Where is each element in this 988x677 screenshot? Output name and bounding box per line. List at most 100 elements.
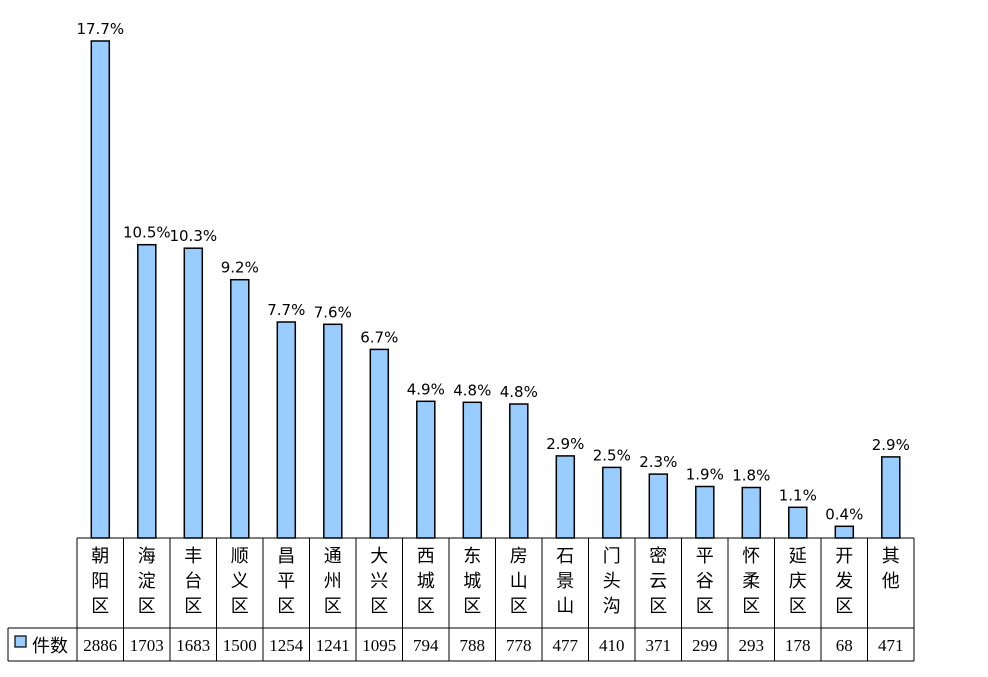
bar-15	[741, 486, 762, 539]
category-label-6-part-3: 区	[324, 596, 342, 617]
category-label-2-part-3: 区	[138, 596, 156, 617]
legend: 件数	[14, 635, 68, 657]
category-label-17-part-2: 发	[835, 571, 853, 592]
value-cell-1: 2886	[83, 636, 117, 655]
category-label-18: 其	[882, 546, 900, 567]
bar-10	[509, 403, 529, 539]
data-table: 朝阳区2886海淀区1703丰台区1683顺义区1500昌平区1254通州区12…	[7, 537, 915, 662]
category-label-1-part-2: 阳	[91, 571, 109, 592]
category-label-15-part-3: 区	[742, 596, 760, 617]
value-cell-13: 371	[646, 636, 672, 655]
percent-label-10: 4.8%	[500, 383, 538, 401]
percent-label-11: 2.9%	[546, 435, 584, 453]
bar-14	[695, 485, 715, 539]
bar-6	[323, 323, 343, 539]
bars-group	[90, 40, 901, 539]
category-label-12-part-3: 沟	[603, 596, 621, 617]
category-label-18-part-2: 他	[882, 571, 900, 592]
value-cell-14: 299	[692, 636, 718, 655]
percent-labels-group: 17.7% 10.5%10.3%9.2% 7.7% 7.6% 6.7% 4.9% 4.8% 4…	[76, 20, 909, 523]
bar-2	[137, 243, 157, 539]
category-label-17-part-3: 区	[835, 596, 853, 617]
bar-7	[369, 348, 390, 539]
category-label-11: 石	[556, 546, 574, 567]
percent-label-3: 10.3%	[169, 227, 217, 245]
category-label-10-part-2: 山	[510, 571, 528, 592]
bar-16	[788, 506, 808, 539]
category-label-15: 怀	[742, 546, 760, 567]
category-label-7: 大	[370, 546, 388, 567]
category-label-12: 门	[603, 546, 621, 567]
category-label-16-part-2: 庆	[789, 571, 807, 592]
category-label-14-part-3: 区	[696, 596, 714, 617]
category-label-9-part-3: 区	[463, 596, 481, 617]
value-cell-10: 778	[506, 636, 532, 655]
category-label-17: 开	[835, 546, 853, 567]
category-label-1-part-3: 区	[91, 596, 109, 617]
category-label-3-part-3: 区	[184, 596, 202, 617]
bar-17	[834, 525, 855, 539]
value-cell-6: 1241	[316, 636, 350, 655]
percent-label-9: 4.8%	[453, 381, 491, 399]
category-label-12-part-2: 头	[603, 571, 621, 592]
bar-12	[602, 466, 622, 539]
bar-8	[416, 400, 436, 539]
percent-label-17: 0.4%	[825, 505, 863, 523]
value-cell-2: 1703	[130, 636, 164, 655]
bar-13	[648, 473, 669, 539]
category-label-13-part-3: 区	[649, 596, 667, 617]
percent-label-7: 6.7%	[360, 328, 398, 346]
value-cell-17: 68	[836, 636, 853, 655]
percent-label-2: 10.5%	[123, 224, 171, 242]
category-label-5-part-2: 平	[277, 571, 295, 592]
category-label-14: 平	[696, 546, 714, 567]
percent-label-16: 1.1%	[779, 486, 817, 504]
value-cell-11: 477	[553, 636, 579, 655]
category-label-3-part-2: 台	[184, 571, 202, 592]
percent-label-18: 2.9%	[872, 436, 910, 454]
bar-11	[555, 455, 576, 539]
value-cell-16: 178	[785, 636, 811, 655]
value-cell-3: 1683	[176, 636, 210, 655]
category-label-10: 房	[510, 546, 528, 567]
bar-4	[230, 278, 250, 539]
category-label-3: 丰	[184, 546, 202, 567]
category-label-5: 昌	[277, 546, 295, 567]
category-label-4: 顺	[231, 546, 249, 567]
percent-label-6: 7.6%	[314, 303, 352, 321]
category-label-10-part-3: 区	[510, 596, 528, 617]
category-label-6: 通	[324, 546, 342, 567]
percent-label-8: 4.9%	[407, 380, 445, 398]
category-label-2: 海	[138, 546, 156, 567]
category-label-1: 朝	[91, 546, 109, 567]
category-label-15-part-2: 柔	[742, 571, 760, 592]
category-label-11-part-3: 山	[556, 596, 574, 617]
category-label-2-part-2: 淀	[138, 571, 156, 592]
value-cell-4: 1500	[223, 636, 257, 655]
percent-label-15: 1.8%	[732, 467, 770, 485]
percent-label-12: 2.5%	[593, 446, 631, 464]
category-label-11-part-2: 景	[556, 571, 574, 592]
category-label-16-part-3: 区	[789, 596, 807, 617]
value-cell-15: 293	[739, 636, 765, 655]
value-cell-12: 410	[599, 636, 625, 655]
category-label-4-part-3: 区	[231, 596, 249, 617]
category-label-5-part-3: 区	[277, 596, 295, 617]
bar-5	[276, 321, 297, 539]
category-label-13-part-2: 云	[649, 571, 667, 592]
category-label-8-part-2: 城	[417, 571, 435, 592]
legend-label: 件数	[32, 636, 68, 657]
bar-18	[881, 456, 901, 539]
category-label-14-part-2: 谷	[696, 571, 714, 592]
legend-swatch	[14, 635, 27, 648]
category-label-8-part-3: 区	[417, 596, 435, 617]
percent-label-14: 1.9%	[686, 466, 724, 484]
bar-3	[183, 247, 204, 539]
value-cell-7: 1095	[362, 636, 396, 655]
category-label-13: 密	[649, 546, 667, 567]
category-label-9: 东	[463, 546, 481, 567]
category-label-9-part-2: 城	[463, 571, 481, 592]
category-label-7-part-2: 兴	[370, 571, 388, 592]
category-label-7-part-3: 区	[370, 596, 388, 617]
category-label-4-part-2: 义	[231, 571, 249, 592]
